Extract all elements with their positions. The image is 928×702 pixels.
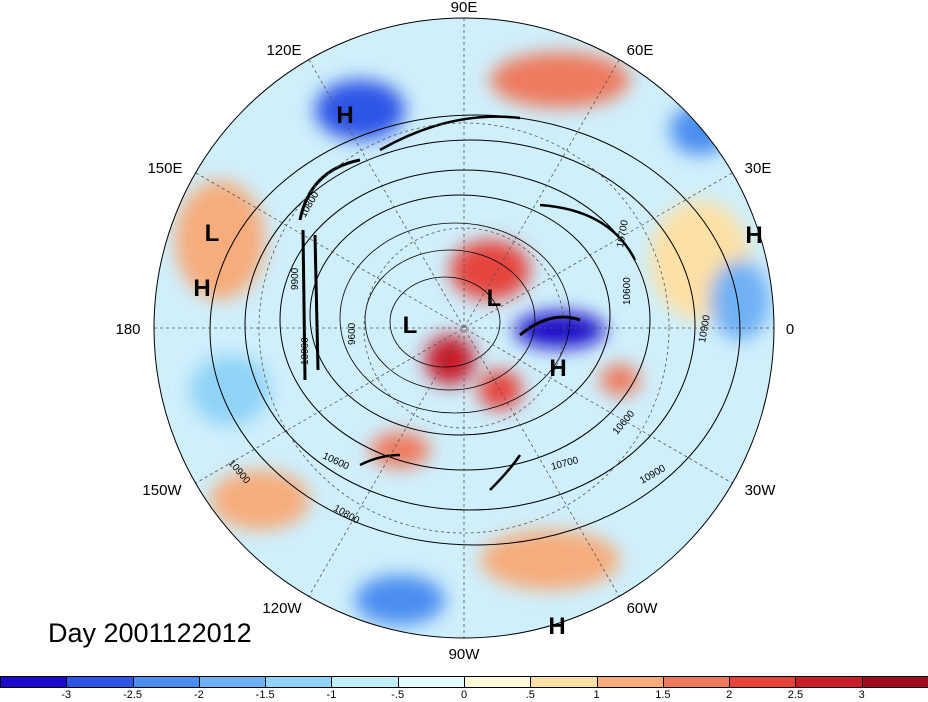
colorbar-tick-label: 2 [726, 689, 733, 701]
low-center-label: L [403, 312, 418, 339]
lon-label-150e: 150E [147, 160, 182, 177]
colorbar-swatch [331, 676, 399, 688]
height-contours [209, 114, 741, 546]
colorbar-tick-label: -1 [326, 689, 337, 701]
colorbar-swatch [198, 676, 267, 688]
lon-label-120e: 120E [266, 42, 301, 59]
lon-label-120w: 120W [262, 600, 302, 617]
colorbar: -3 -2.5 -2 -1.5 -1 -.5 0 .5 1 1.5 2 2.5 3 [0, 676, 928, 702]
contour-label: 9600 [347, 322, 358, 345]
colorbar-tick-label: 1.5 [655, 689, 671, 701]
lon-label-150w: 150W [142, 482, 182, 499]
contour-label: 10700 [615, 219, 631, 249]
contour-label: 10600 [622, 277, 633, 305]
day-title: Day 2001122012 [48, 618, 252, 648]
lon-label-30w: 30W [745, 482, 777, 499]
lon-label-180: 180 [115, 321, 140, 338]
colorbar-tick-label: -1.5 [255, 689, 275, 701]
colorbar-tick-label: 3 [858, 689, 865, 701]
longitude-labels: 90E 120E 60E 150E 30E 180 0 150W 30W 120… [115, 0, 794, 663]
anomaly-field [154, 18, 774, 638]
high-center-label: H [548, 613, 565, 640]
pressure-centers: H L H L L H H H [193, 102, 762, 640]
colorbar-swatch [66, 676, 134, 688]
colorbar-tick-label: 2.5 [787, 689, 804, 701]
colorbar-swatch [530, 676, 598, 688]
colorbar-tick-label: -.5 [391, 689, 405, 701]
colorbar-swatch [0, 676, 68, 688]
high-center-label: H [193, 275, 210, 302]
high-center-label: H [745, 222, 762, 249]
colorbar-tick-label: -3 [61, 689, 72, 701]
colorbar-swatch [265, 676, 333, 688]
colorbar-tick-label: -2.5 [123, 689, 143, 701]
colorbar-tick-label: 0 [460, 689, 468, 701]
lon-label-90e: 90E [451, 0, 478, 16]
colorbar-swatch [795, 676, 863, 688]
colorbar-swatch [662, 676, 731, 688]
lon-label-90w: 90W [449, 646, 481, 663]
map-border [153, 17, 775, 639]
colorbar-tick-label: 1 [593, 689, 600, 701]
lon-label-60w: 60W [627, 600, 659, 617]
graticule [154, 18, 774, 638]
lon-label-30e: 30E [745, 160, 772, 177]
lon-label-60e: 60E [627, 42, 654, 59]
colorbar-swatch [397, 676, 465, 688]
low-center-label: L [205, 220, 220, 247]
lon-label-0: 0 [786, 321, 794, 338]
colorbar-swatch [729, 676, 797, 688]
colorbar-tick-label: .5 [525, 689, 535, 701]
colorbar-swatch [861, 676, 928, 688]
high-center-label: H [549, 355, 566, 382]
colorbar-swatch [132, 676, 200, 688]
contour-label: 10900 [697, 314, 713, 344]
contour-label: 9900 [290, 267, 301, 290]
high-center-label: H [336, 102, 353, 129]
colorbar-swatch [464, 676, 532, 688]
colorbar-tick-label: -2 [193, 689, 204, 701]
contour-label: 10900 [300, 337, 311, 365]
colorbar-swatch [596, 676, 664, 688]
low-center-label: L [487, 285, 502, 312]
